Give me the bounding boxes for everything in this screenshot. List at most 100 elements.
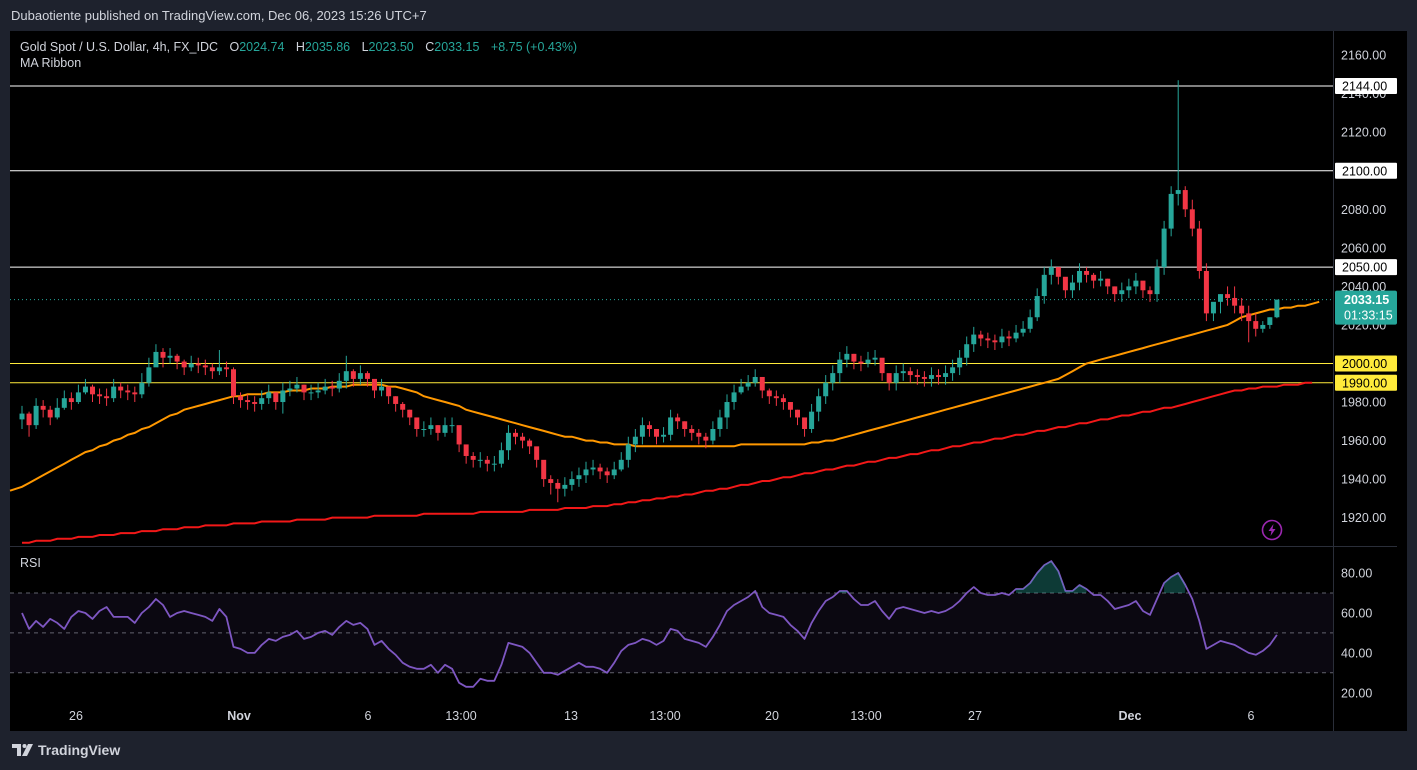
- candle-body: [710, 429, 716, 441]
- candle-body: [745, 382, 751, 387]
- candle-body: [90, 386, 95, 395]
- symbol-title[interactable]: Gold Spot / U.S. Dollar, 4h, FX_IDC: [20, 40, 218, 54]
- price-tick-label: 1940.00: [1341, 473, 1386, 487]
- candle-body: [1013, 332, 1019, 339]
- rsi-overbought-fill: [1016, 561, 1087, 593]
- candle-body: [125, 390, 131, 393]
- level-price-tag[interactable]: [1335, 374, 1397, 391]
- candle-body: [1147, 290, 1153, 295]
- candle-body: [1091, 274, 1097, 281]
- candle-body: [950, 367, 956, 374]
- candle-body: [562, 484, 568, 489]
- ma-slow-line: [22, 381, 1313, 544]
- candle-body: [372, 378, 377, 391]
- change-value: +8.75 (+0.43%): [490, 40, 578, 54]
- candle-body: [273, 392, 279, 403]
- candle-body: [1062, 276, 1068, 291]
- candle-body: [1006, 336, 1012, 339]
- candle-body: [992, 340, 998, 343]
- tradingview-logo-icon[interactable]: [12, 742, 36, 758]
- candle-body: [463, 444, 469, 456]
- candle-body: [646, 425, 652, 430]
- candle-body: [583, 469, 589, 476]
- candle-body: [654, 429, 659, 437]
- candle-body: [287, 388, 293, 391]
- candle-body: [809, 411, 815, 430]
- candle-body: [132, 392, 138, 395]
- candle-body: [315, 390, 321, 393]
- candle-body: [379, 386, 385, 391]
- lightning-icon[interactable]: [1261, 519, 1283, 541]
- level-price-tag[interactable]: [1335, 355, 1397, 372]
- candle-body: [703, 436, 709, 441]
- candle-body: [520, 436, 526, 441]
- time-tick-label: 13:00: [850, 709, 881, 723]
- publish-info-bar: Dubaotiente published on TradingView.com…: [0, 0, 1417, 31]
- candle-body: [752, 376, 758, 383]
- candle-body: [1041, 274, 1047, 297]
- candle-body: [146, 367, 152, 383]
- candle-body: [632, 436, 638, 445]
- candle-body: [414, 417, 420, 430]
- level-price-tag[interactable]: [1335, 78, 1397, 94]
- candle-body: [209, 367, 215, 372]
- time-tick-label: 27: [968, 709, 982, 723]
- candle-body: [428, 425, 434, 430]
- candle-body: [1098, 278, 1104, 281]
- candle-body: [639, 425, 645, 437]
- level-price-tag[interactable]: [1335, 259, 1397, 276]
- candle-body: [731, 392, 737, 403]
- last-price-label: 2033.15: [1344, 293, 1389, 307]
- price-tick-label: 2160.00: [1341, 49, 1386, 63]
- candle-body: [40, 405, 46, 410]
- candle-body: [668, 417, 674, 435]
- tradingview-brand[interactable]: TradingView: [38, 742, 121, 758]
- time-tick-label: 13: [564, 709, 578, 723]
- low-value: 2023.50: [368, 40, 414, 54]
- candle-body: [907, 371, 913, 376]
- candle-body: [1267, 317, 1273, 325]
- candle-body: [216, 367, 222, 372]
- rsi-overbought-fill: [1164, 573, 1186, 593]
- candle-body: [1189, 209, 1195, 229]
- open-value: 2024.74: [239, 40, 285, 54]
- price-tick-label: 2120.00: [1341, 126, 1386, 140]
- candle-body: [1140, 280, 1146, 291]
- time-tick-label: Dec: [1119, 709, 1142, 723]
- candle-body: [484, 459, 490, 464]
- candle-body: [393, 396, 399, 404]
- candle-body: [1210, 301, 1216, 314]
- candle-body: [1225, 294, 1231, 298]
- candle-body: [1239, 305, 1245, 314]
- candle-body: [343, 371, 349, 381]
- candle-body: [280, 390, 286, 403]
- candle-body: [350, 371, 356, 379]
- candle-body: [97, 394, 103, 397]
- candle-body: [357, 373, 363, 379]
- candle-body: [238, 396, 244, 401]
- candle-body: [802, 417, 808, 430]
- rsi-indicator-label[interactable]: RSI: [20, 556, 41, 570]
- open-label: O: [229, 40, 240, 54]
- rsi-band-background: [10, 593, 1333, 673]
- candle-body: [301, 384, 307, 393]
- chart-frame[interactable]: [10, 31, 1407, 731]
- candle-body: [893, 373, 899, 383]
- indicator-ma-ribbon-label[interactable]: MA Ribbon: [20, 56, 82, 70]
- candle-body: [823, 382, 829, 397]
- time-tick-label: 13:00: [445, 709, 476, 723]
- time-tick-label: 26: [69, 709, 83, 723]
- time-tick-label: 6: [365, 709, 372, 723]
- candle-body: [943, 373, 949, 377]
- level-price-tag[interactable]: [1335, 162, 1397, 179]
- last-price-tag[interactable]: [1335, 290, 1397, 325]
- time-tick-label: Nov: [227, 709, 251, 723]
- candle-body: [1203, 270, 1209, 314]
- candle-body: [442, 425, 448, 433]
- candle-body: [1034, 296, 1040, 318]
- level-price-tag-label: 2000.00: [1342, 357, 1387, 371]
- candle-body: [407, 409, 413, 418]
- candle-body: [245, 400, 251, 403]
- candle-body: [82, 386, 88, 393]
